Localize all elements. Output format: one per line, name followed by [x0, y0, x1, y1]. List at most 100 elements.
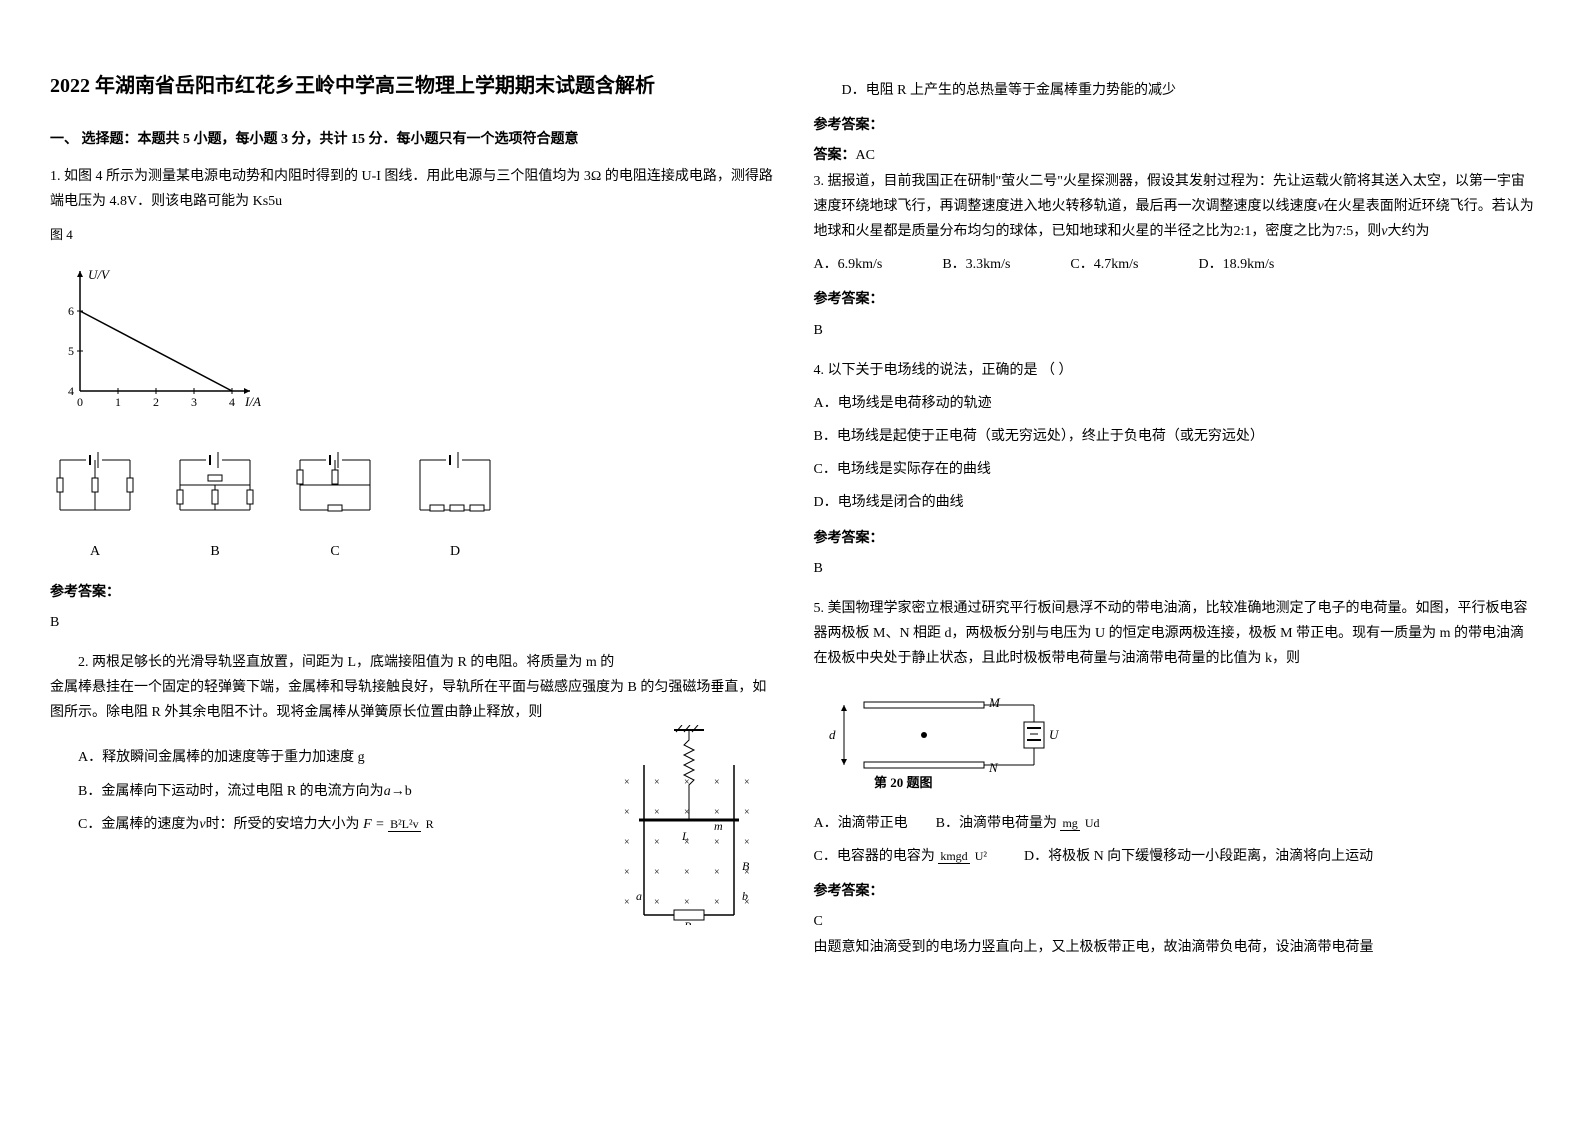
q1-figure-label: 图 4	[50, 223, 774, 246]
q2-optC-fraction: B²L²v R	[388, 814, 436, 836]
q4-optB: B．电场线是起使于正电荷（或无穷远处），终止于负电荷（或无穷远处）	[814, 424, 1538, 449]
circuit-d-label: D	[410, 539, 500, 564]
q5-optB-frac: mg Ud	[1060, 813, 1101, 835]
q4-answer: B	[814, 556, 1538, 581]
q3-optA: A．6.9km/s	[814, 252, 883, 277]
svg-text:R: R	[683, 919, 692, 925]
q5-optAB: A．油滴带正电 B．油滴带电荷量为 mg Ud	[814, 811, 1538, 836]
svg-text:×: ×	[744, 777, 750, 788]
q2-optB-pre: B．金属棒向下运动时，流过电阻 R 的电流方向为	[78, 784, 384, 799]
q2-text-rest: 金属棒悬挂在一个固定的轻弹簧下端，金属棒和导轨接触良好，导轨所在平面与磁感应强度…	[50, 675, 774, 725]
q3-text: 3. 据报道，目前我国正在研制"萤火二号"火星探测器，假设其发射过程为：先让运载…	[814, 169, 1538, 245]
question-1: 1. 如图 4 所示为测量某电源电动势和内阻时得到的 U-I 图线．用此电源与三…	[50, 164, 774, 635]
svg-text:B: B	[742, 859, 750, 873]
q3-r2: 7:5	[1335, 224, 1353, 239]
q5-optD: D．将极板 N 向下缓慢移动一小段距离，油滴将向上运动	[1024, 849, 1373, 864]
svg-text:×: ×	[654, 807, 660, 818]
svg-text:×: ×	[684, 867, 690, 878]
q2-optC-num: B²L²v	[388, 817, 421, 832]
q2-answer: 答案：AC	[814, 143, 1538, 168]
q2-optB-arrow: →b	[391, 784, 412, 799]
svg-text:×: ×	[744, 807, 750, 818]
svg-text:1: 1	[115, 395, 121, 409]
q2-optC-mid: 时：所受的安培力大小为	[206, 817, 360, 832]
q2-optC-lhs: F =	[363, 817, 385, 832]
q4-optC: C．电场线是实际存在的曲线	[814, 457, 1538, 482]
left-column: 2022 年湖南省岳阳市红花乡王岭中学高三物理上学期期末试题含解析 一、 选择题…	[50, 70, 774, 1052]
svg-text:2: 2	[153, 395, 159, 409]
svg-text:5: 5	[68, 344, 74, 358]
svg-text:×: ×	[624, 837, 630, 848]
svg-text:m: m	[714, 819, 723, 833]
q5-optB-num: mg	[1060, 816, 1079, 831]
q5-optC-num: kmgd	[938, 849, 969, 864]
q3-r1: 2:1	[1234, 224, 1252, 239]
section1-header: 一、 选择题：本题共 5 小题，每小题 3 分，共计 15 分．每小题只有一个选…	[50, 127, 774, 152]
right-column: D．电阻 R 上产生的总热量等于金属棒重力势能的减少 参考答案： 答案：AC 3…	[814, 70, 1538, 1052]
svg-text:×: ×	[624, 807, 630, 818]
circuit-c-label: C	[290, 539, 380, 564]
circuit-a-label: A	[50, 539, 140, 564]
circuit-b-label: B	[170, 539, 260, 564]
q2-optC-den: R	[424, 817, 436, 831]
svg-text:×: ×	[654, 777, 660, 788]
q5-optC-frac: kmgd U²	[938, 846, 989, 868]
q5-explanation: 由题意知油滴受到的电场力竖直向上，又上极板带正电，故油滴带负电荷，设油滴带电荷量	[814, 935, 1538, 960]
svg-text:L: L	[681, 829, 689, 843]
svg-text:×: ×	[684, 897, 690, 908]
question-5: 5. 美国物理学家密立根通过研究平行板间悬浮不动的带电油滴，比较准确地测定了电子…	[814, 596, 1538, 960]
circuit-b-svg	[170, 445, 260, 525]
q5-text: 5. 美国物理学家密立根通过研究平行板间悬浮不动的带电油滴，比较准确地测定了电子…	[814, 596, 1538, 672]
q5-optB-den: Ud	[1083, 816, 1102, 830]
svg-text:×: ×	[714, 897, 720, 908]
q4-optA: A．电场线是电荷移动的轨迹	[814, 391, 1538, 416]
svg-text:U: U	[1049, 727, 1060, 742]
q3-optD: D．18.9km/s	[1199, 252, 1275, 277]
q2-optC-pre: C．金属棒的速度为	[78, 817, 199, 832]
q5-optA: A．油滴带正电	[814, 816, 908, 831]
question-3: 3. 据报道，目前我国正在研制"萤火二号"火星探测器，假设其发射过程为：先让运载…	[814, 169, 1538, 343]
circuit-b: B	[170, 445, 260, 564]
q1-answer-label: 参考答案：	[50, 580, 774, 605]
svg-text:a: a	[636, 889, 642, 903]
q5-optCD: C．电容器的电容为 kmgd U² D．将极板 N 向下缓慢移动一小段距离，油滴…	[814, 844, 1538, 869]
svg-text:d: d	[829, 727, 836, 742]
svg-text:第 20 题图: 第 20 题图	[874, 775, 933, 790]
q4-answer-label: 参考答案：	[814, 526, 1538, 551]
q2-text-first: 2. 两根足够长的光滑导轨竖直放置，间距为 L，底端接阻值为 R 的电阻。将质量…	[78, 655, 614, 670]
svg-text:U/V: U/V	[88, 267, 111, 282]
q2-figure: ××××× ××××× ××××× ××××× ××××× R	[614, 725, 774, 934]
question-2: 2. 两根足够长的光滑导轨竖直放置，间距为 L，底端接阻值为 R 的电阻。将质量…	[50, 650, 774, 935]
circuit-c-svg	[290, 445, 380, 525]
svg-text:b: b	[742, 889, 748, 903]
q3-optC: C．4.7km/s	[1070, 252, 1138, 277]
svg-text:N: N	[988, 760, 999, 775]
circuit-a: A	[50, 445, 140, 564]
svg-text:×: ×	[714, 837, 720, 848]
svg-text:×: ×	[654, 867, 660, 878]
q3-answer: B	[814, 318, 1538, 343]
svg-text:×: ×	[654, 837, 660, 848]
q2-optD: D．电阻 R 上产生的总热量等于金属棒重力势能的减少	[814, 78, 1538, 103]
q1-graph: 4 5 6 0 1 2 3 4 U/V I/A	[50, 261, 774, 430]
q5-optC-den: U²	[973, 849, 989, 863]
q3-options: A．6.9km/s B．3.3km/s C．4.7km/s D．18.9km/s	[814, 252, 1538, 277]
q3-t5: 大约为	[1388, 224, 1430, 239]
q4-optD: D．电场线是闭合的曲线	[814, 490, 1538, 515]
svg-text:3: 3	[191, 395, 197, 409]
q5-answer: C	[814, 909, 1538, 934]
q2-answer-val: AC	[856, 148, 875, 163]
svg-text:×: ×	[714, 807, 720, 818]
q5-optB-pre: B．油滴带电荷量为	[936, 816, 1057, 831]
q3-optB: B．3.3km/s	[942, 252, 1010, 277]
svg-text:×: ×	[624, 867, 630, 878]
svg-text:I/A: I/A	[244, 394, 261, 409]
q3-answer-label: 参考答案：	[814, 287, 1538, 312]
q5-answer-label: 参考答案：	[814, 879, 1538, 904]
svg-text:×: ×	[654, 897, 660, 908]
svg-text:6: 6	[68, 304, 74, 318]
q2-answer-pre: 答案：	[814, 148, 856, 163]
q2-answer-label: 参考答案：	[814, 113, 1538, 138]
svg-text:×: ×	[714, 867, 720, 878]
q5-figure: M N d U 第 20 题图	[814, 682, 1538, 801]
